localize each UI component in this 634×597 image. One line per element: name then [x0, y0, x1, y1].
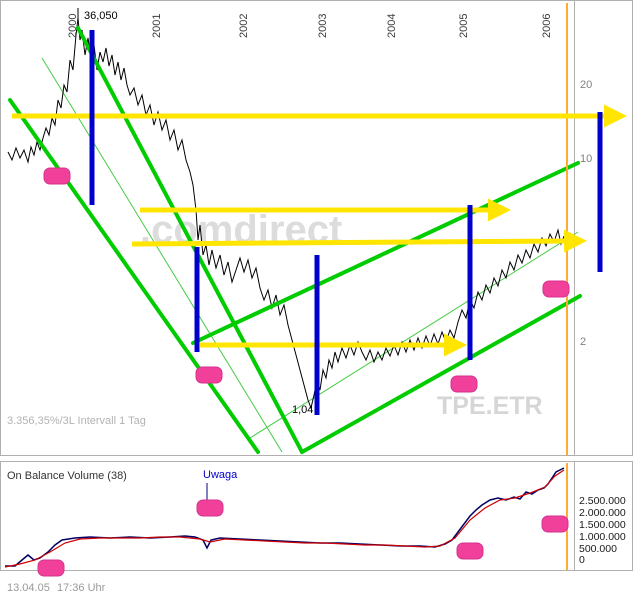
misc-marks-layer: [77, 8, 208, 514]
x-axis-year-label: 2006: [541, 14, 553, 38]
trendline: [191, 161, 580, 345]
pink-highlight-marker: [542, 280, 570, 298]
trendline: [76, 26, 304, 454]
obv-tick: 2.000.000: [579, 507, 626, 519]
y-axis-tick-2: 2: [580, 336, 586, 348]
obv-tick: 1.000.000: [579, 531, 626, 543]
pink-highlight-marker: [196, 499, 224, 517]
performance-interval-label: 3.356,35%/3L Intervall 1 Tag: [7, 415, 146, 427]
x-axis-year-label: 2001: [151, 14, 163, 38]
watermark-ticker: TPE.ETR: [437, 392, 543, 420]
obv-indicator-title: On Balance Volume (38): [7, 470, 127, 482]
obv-tick: 1.500.000: [579, 519, 626, 531]
obv-series-layer: [4, 467, 565, 568]
yellow-arrows-layer: [12, 104, 627, 357]
x-axis-year-label: 2005: [458, 14, 470, 38]
blue-event-lines-layer: [89, 30, 603, 415]
pink-highlight-marker: [456, 542, 484, 560]
trendline: [8, 98, 260, 454]
pink-markers-layer: [37, 167, 570, 577]
obv-tick: 0: [579, 554, 585, 566]
pink-highlight-marker: [450, 375, 478, 393]
main-panel-frame: [0, 0, 633, 456]
x-axis-year-label: 2004: [386, 14, 398, 38]
obv-tick: 500.000: [579, 543, 617, 555]
obv-tick: 2.500.000: [579, 495, 626, 507]
obv-line: [5, 467, 565, 567]
x-axis-year-label: 2000: [67, 14, 79, 38]
trend-channel-midline: [41, 57, 283, 453]
low-price-label: 1,04: [292, 404, 313, 416]
pink-highlight-marker: [195, 366, 223, 384]
trendlines-layer: [8, 26, 582, 454]
x-axis-year-label: 2002: [238, 14, 250, 38]
high-price-label: 36,050: [84, 10, 118, 22]
pink-highlight-marker: [43, 167, 71, 185]
trendline: [300, 294, 582, 454]
yellow-arrow: [131, 229, 587, 253]
y-axis-tick-20: 20: [580, 79, 592, 91]
x-axis-year-label: 2003: [317, 14, 329, 38]
volume-panel-frame: [0, 461, 633, 571]
trend-channel-midline: [249, 231, 579, 439]
pink-highlight-marker: [541, 515, 569, 533]
uwaga-annotation-label: Uwaga: [203, 469, 238, 481]
obv-signal-line: [4, 469, 565, 568]
trend-midlines-layer: [41, 57, 579, 453]
timestamp-date: 13.04.05: [7, 582, 50, 594]
y-axis-tick-10: 10: [580, 153, 592, 165]
timestamp-time: 17:36 Uhr: [57, 582, 106, 594]
pink-highlight-marker: [37, 559, 65, 577]
